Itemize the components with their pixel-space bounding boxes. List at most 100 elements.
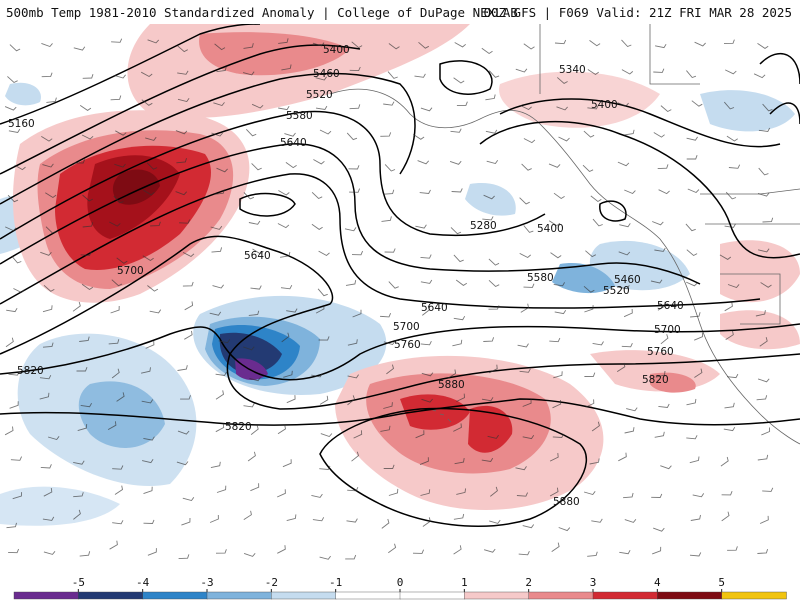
wind-barb <box>114 163 126 168</box>
wind-barb <box>384 164 396 172</box>
wind-barb <box>417 160 430 165</box>
wind-barb <box>13 288 25 294</box>
wind-barb <box>175 130 188 135</box>
wind-barb <box>110 95 122 101</box>
contour-label: 5640 <box>657 300 684 312</box>
wind-barb <box>176 461 189 466</box>
legend-tick-label: 2 <box>525 576 532 589</box>
wind-barb <box>212 284 224 289</box>
wind-barb <box>518 551 530 556</box>
wind-barb <box>686 249 698 257</box>
wind-barb <box>243 192 255 200</box>
wind-barb <box>762 217 774 223</box>
wind-barb <box>142 459 154 464</box>
wind-barb <box>422 305 430 316</box>
wind-barb <box>686 398 697 406</box>
wind-barb <box>179 219 191 224</box>
wind-barb <box>589 458 600 465</box>
wind-barb <box>41 72 53 78</box>
wind-barb <box>319 465 331 470</box>
wind-barb <box>386 364 395 375</box>
wind-barb <box>40 251 52 256</box>
legend-tick-labels: -5 -4 -3 -2 -1 0 1 2 3 4 5 <box>72 576 725 592</box>
wind-barb <box>318 250 330 257</box>
contour-label: 5700 <box>654 324 681 336</box>
wind-barb <box>47 436 60 441</box>
wind-barb <box>388 488 399 496</box>
wind-barb <box>553 192 565 200</box>
height-contours <box>0 24 800 527</box>
wind-barb <box>113 195 124 204</box>
wind-barb <box>312 42 325 47</box>
wind-barb <box>618 251 631 256</box>
wind-barb <box>4 426 14 436</box>
wind-barb <box>9 401 19 409</box>
wind-barb <box>488 70 500 78</box>
wind-barb <box>311 373 323 378</box>
wind-barb <box>653 132 665 138</box>
wind-barb <box>211 132 223 137</box>
wind-barb <box>177 430 190 435</box>
wind-barb <box>347 339 358 346</box>
wind-barb <box>147 39 160 44</box>
wind-barb <box>384 248 396 253</box>
wind-barb <box>758 127 771 132</box>
wind-barb <box>454 458 465 465</box>
wind-barb <box>351 250 364 256</box>
contour-label: 5160 <box>8 118 35 130</box>
legend-tick-label: 1 <box>461 576 468 589</box>
wind-barb <box>215 371 227 376</box>
wind-barb <box>549 337 561 343</box>
wind-barb <box>483 337 495 342</box>
wind-barb <box>725 191 737 200</box>
wind-barb <box>456 101 468 106</box>
wind-barb <box>420 340 432 346</box>
wind-barb <box>587 105 599 110</box>
wind-barb <box>280 251 291 258</box>
wind-barb <box>176 157 187 164</box>
wind-barb <box>218 339 231 344</box>
wind-barb <box>548 163 561 168</box>
wind-barb <box>617 102 629 107</box>
wind-barb <box>45 226 57 234</box>
wind-barb <box>248 220 261 225</box>
wind-barb <box>243 346 255 351</box>
wind-barb <box>243 552 256 557</box>
wind-barb <box>319 555 331 560</box>
wind-barb <box>727 373 739 379</box>
contour-label: 5700 <box>117 265 144 277</box>
wind-barb <box>108 339 120 345</box>
wind-barb <box>252 248 264 255</box>
wind-barb <box>720 456 729 467</box>
wind-barb <box>216 66 227 73</box>
wind-barb <box>486 159 499 165</box>
wind-barb <box>686 281 698 287</box>
wind-barb <box>757 454 769 461</box>
contour-label: 5880 <box>553 496 580 508</box>
wind-barb <box>177 365 188 371</box>
wind-barb <box>691 100 703 107</box>
wind-barb <box>10 456 23 461</box>
wind-barb <box>216 485 227 493</box>
wind-barb <box>621 69 634 75</box>
wind-barb <box>145 340 155 349</box>
wind-barb <box>143 436 155 441</box>
wind-barb <box>284 132 296 137</box>
wind-barb <box>583 130 595 138</box>
wind-barb <box>658 403 670 408</box>
wind-barb <box>689 456 700 464</box>
wind-barb <box>277 223 290 229</box>
wind-barb <box>689 552 702 557</box>
wind-barb <box>73 492 84 498</box>
wind-barb <box>5 226 17 232</box>
wind-barb <box>77 424 88 432</box>
wind-barb <box>184 330 193 340</box>
wind-barb <box>40 464 52 469</box>
wind-barb <box>145 136 157 141</box>
wind-barb <box>6 522 17 529</box>
wind-barb <box>623 492 634 499</box>
wind-barb <box>550 252 562 259</box>
wind-barb <box>418 41 430 49</box>
wind-barb <box>109 221 121 227</box>
contour-label: 5760 <box>647 346 674 358</box>
